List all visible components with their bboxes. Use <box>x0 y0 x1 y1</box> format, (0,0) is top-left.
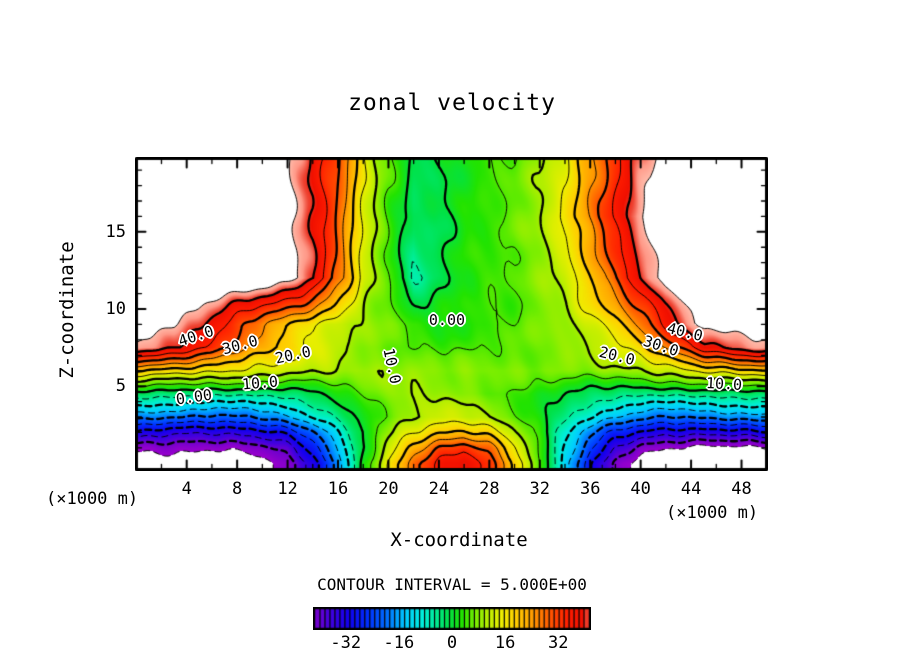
colorbar-tick-label: -16 <box>383 633 415 653</box>
colorbar-tick-label: 16 <box>494 633 516 653</box>
colorbar-canvas <box>313 607 591 630</box>
x-tick-label: 48 <box>731 479 752 499</box>
colorbar-tick-label: -32 <box>330 633 362 653</box>
y-tick-label: 10 <box>105 298 126 319</box>
x-tick-label: 20 <box>378 479 399 499</box>
contour-label: 10.0 <box>241 372 279 394</box>
y-tick-label: 5 <box>115 376 126 397</box>
contour-label: 0.00 <box>428 310 466 329</box>
contour-label: 10.0 <box>705 374 743 394</box>
x-unit-label-right: (×1000 m) <box>666 503 759 523</box>
x-tick-label: 40 <box>630 479 651 499</box>
y-axis-label: Z-coordinate <box>56 241 78 379</box>
x-axis-label: X-coordinate <box>390 529 528 551</box>
contour-interval-note: CONTOUR INTERVAL = 5.000E+00 <box>317 575 587 594</box>
x-tick-label: 36 <box>579 479 601 499</box>
x-unit-label-left: (×1000 m) <box>46 489 139 509</box>
colorbar-tick-label: 32 <box>548 633 569 653</box>
x-tick-label: 16 <box>327 479 349 499</box>
colorbar-tick-label: 0 <box>446 633 458 653</box>
chart-title: zonal velocity <box>348 90 556 116</box>
x-tick-label: 8 <box>232 479 243 499</box>
x-tick-label: 32 <box>529 479 551 499</box>
x-tick-label: 24 <box>428 479 450 499</box>
contour-plot-canvas <box>135 157 768 471</box>
x-tick-label: 28 <box>479 479 500 499</box>
y-tick-label: 15 <box>105 221 126 242</box>
x-tick-label: 12 <box>277 479 298 499</box>
x-tick-label: 4 <box>181 479 192 499</box>
x-tick-label: 44 <box>680 479 702 499</box>
